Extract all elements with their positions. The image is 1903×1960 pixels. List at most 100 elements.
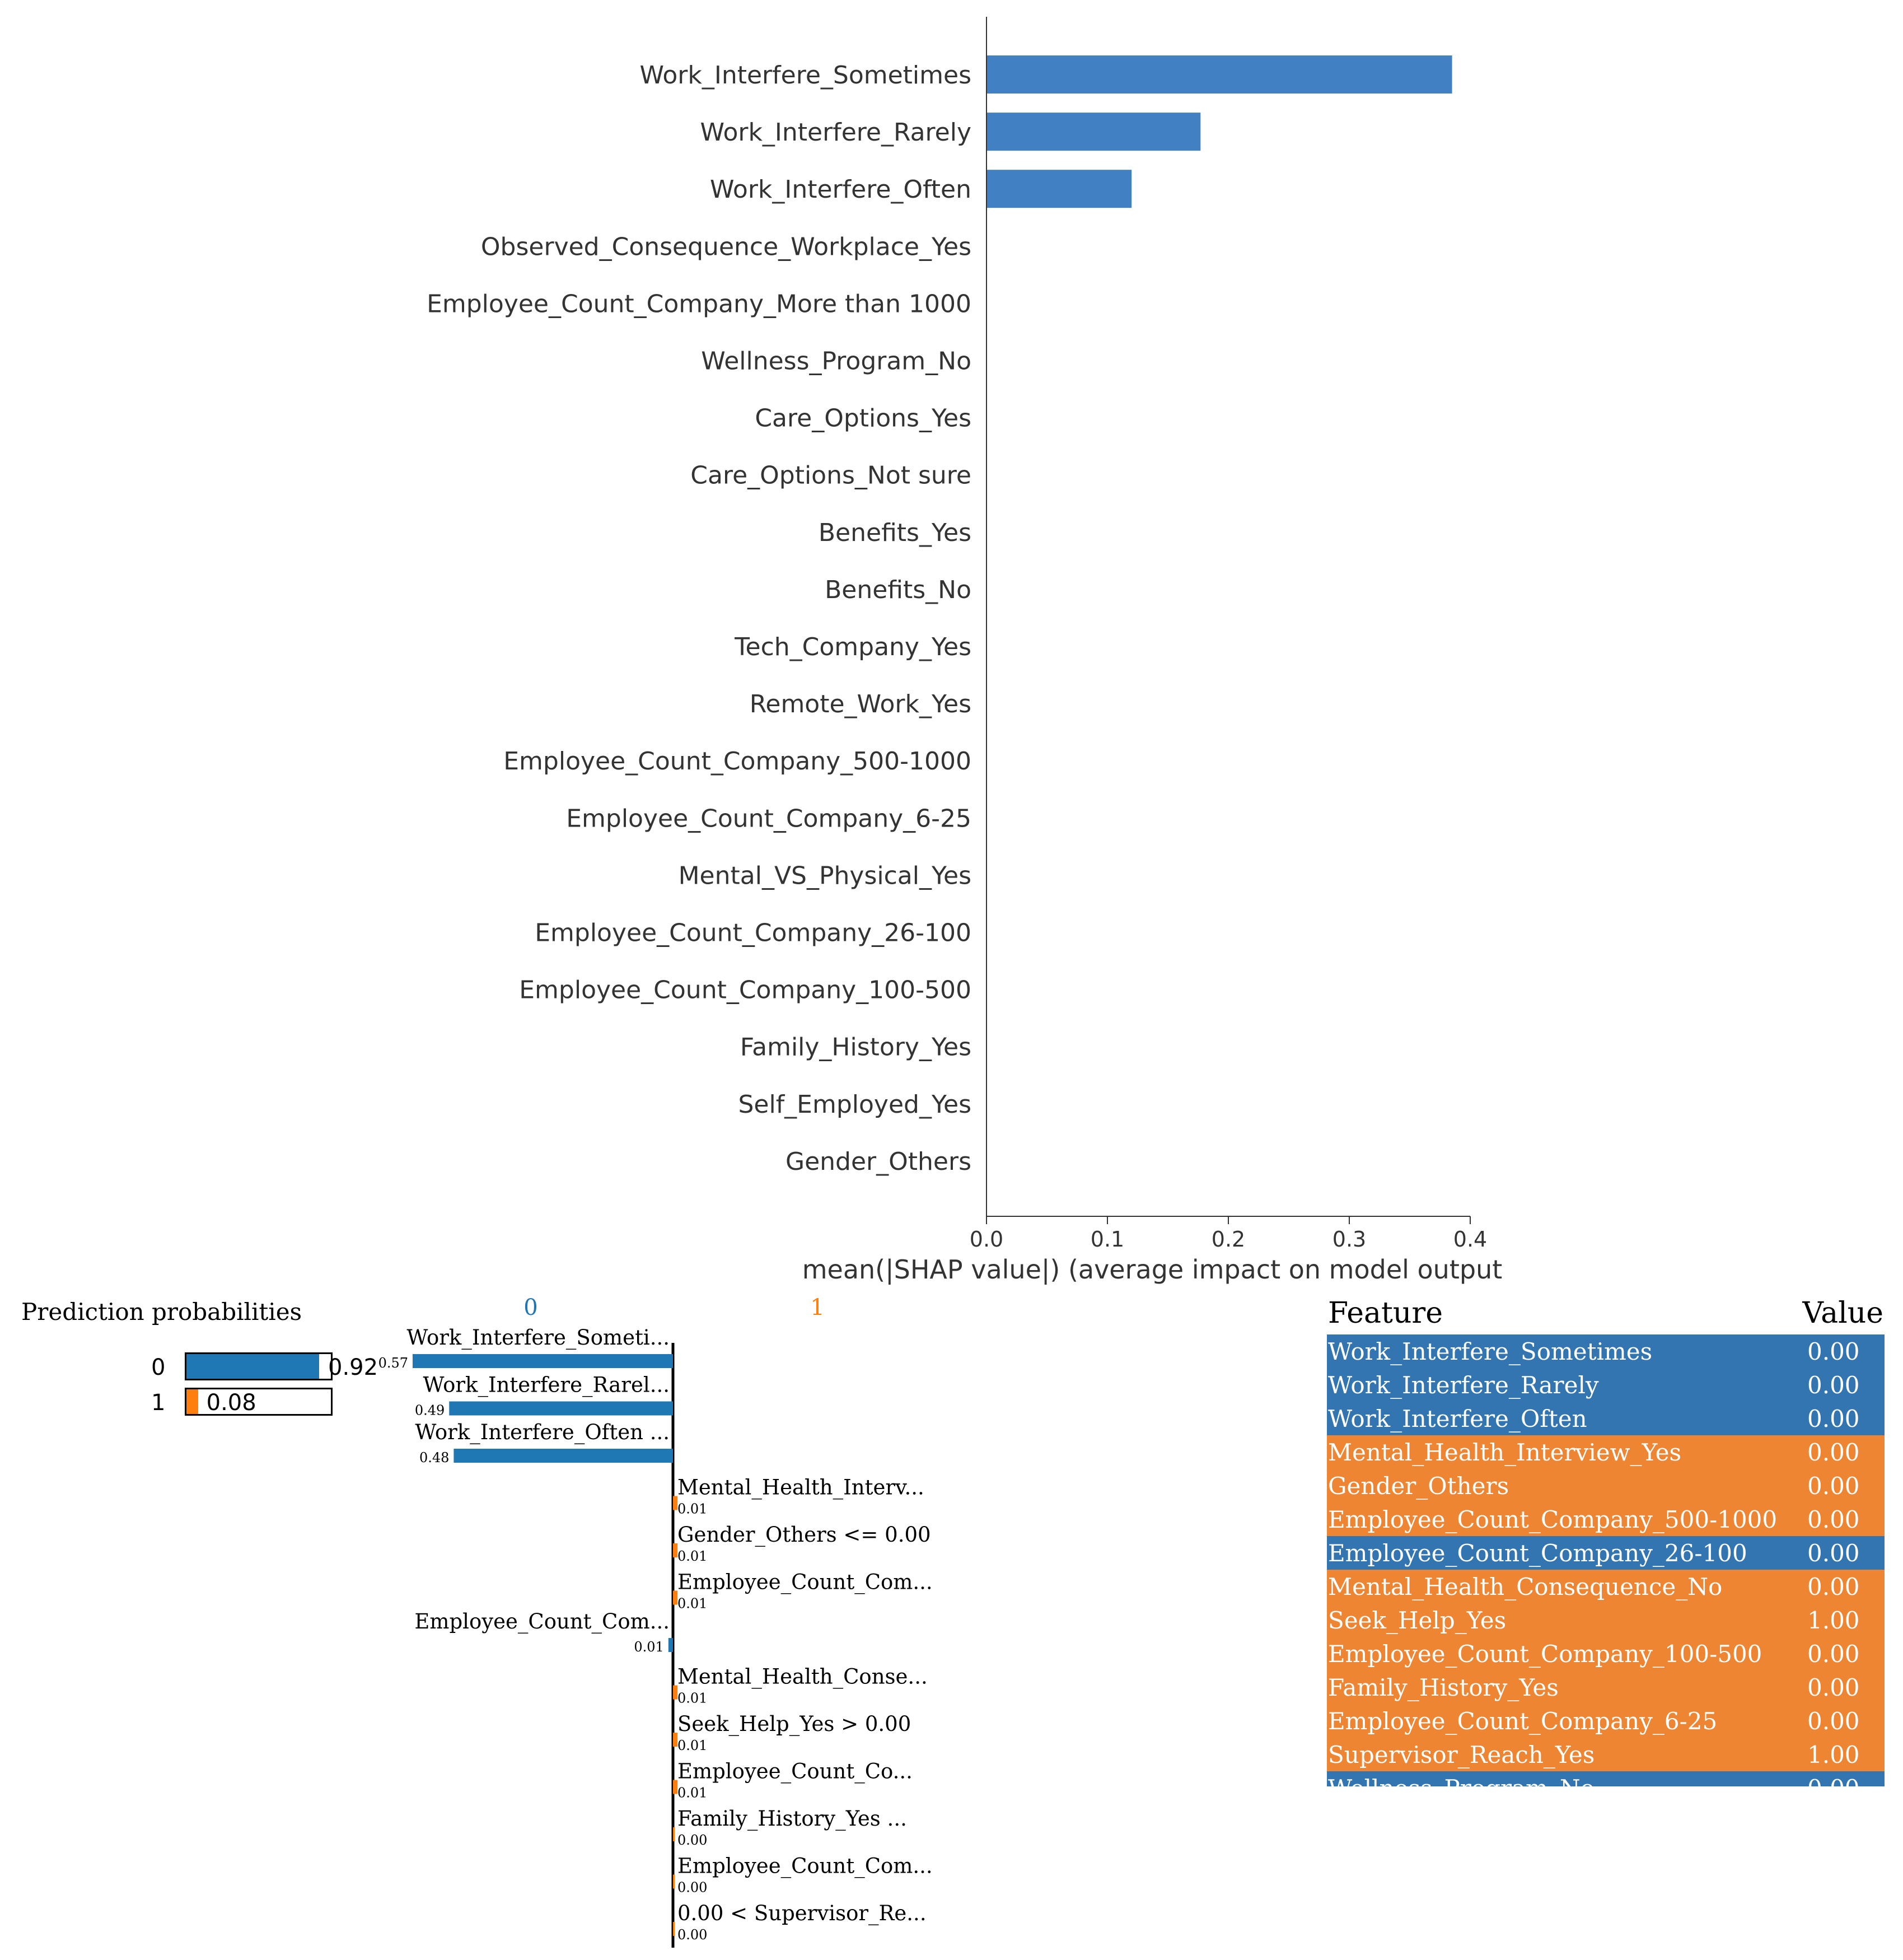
y-tick-label: Remote_Work_Yes [750,690,971,718]
lime-bar [673,1733,678,1747]
table-row: Work_Interfere_Often 0.00 [1327,1402,1885,1435]
y-tick-label: Care_Options_Yes [755,404,971,433]
x-axis-title: mean(|SHAP value|) (average impact on mo… [802,1254,1503,1285]
feature-cell: Employee_Count_Company_6-25 [1328,1707,1718,1735]
y-tick-label: Work_Interfere_Rarely [700,118,971,147]
probability-bar-frame [185,1352,333,1380]
probability-bar [186,1354,320,1379]
table-header: Feature Value [1327,1296,1885,1334]
y-tick-label: Employee_Count_Company_100-500 [519,976,971,1005]
probability-row: 0 0.92 [151,1352,386,1383]
lime-feature-label: Employee_Count_Co... [677,1760,913,1784]
lime-bar [673,1780,678,1794]
table-row: Gender_Others 0.00 [1327,1469,1885,1502]
class-0-header: 0 [523,1295,537,1320]
lime-feature-label: Gender_Others <= 0.00 [677,1523,931,1547]
value-column-header: Value [1802,1296,1883,1330]
table-row: Employee_Count_Company_6-25 0.00 [1327,1704,1885,1738]
y-tick-label: Work_Interfere_Often [710,175,971,204]
probability-bar-frame [185,1388,333,1416]
y-tick-label: Mental_VS_Physical_Yes [679,861,971,890]
lime-feature-label: Seek_Help_Yes > 0.00 [677,1712,911,1737]
y-tick-label: Benefits_Yes [819,519,971,547]
feature-cell: Work_Interfere_Often [1328,1405,1587,1432]
lime-weight-label: 0.01 [677,1596,707,1612]
feature-value-table: Feature Value Work_Interfere_Sometimes 0.… [1327,1296,1885,1786]
bar [986,55,1452,94]
x-tick-label: 0.3 [1332,1227,1366,1252]
lime-weight-label: 0.01 [677,1548,707,1564]
value-cell: 0.00 [1807,1573,1860,1600]
x-tick-label: 0.1 [1091,1227,1124,1252]
feature-column-header: Feature [1328,1296,1443,1330]
lime-weight-label: 0.01 [677,1738,707,1753]
value-cell: 0.00 [1807,1640,1860,1668]
x-tick-label: 0.4 [1453,1227,1487,1252]
lime-feature-label: Employee_Count_Com... [677,1570,933,1595]
y-tick-label: Employee_Count_Company_6-25 [566,804,971,833]
lime-weight-label: 0.01 [677,1785,707,1801]
lime-bar [673,1922,675,1936]
feature-cell: Mental_Health_Interview_Yes [1328,1439,1682,1466]
lime-feature-label: Mental_Health_Interv... [677,1476,924,1500]
table-row: Employee_Count_Company_100-500 0.00 [1327,1637,1885,1670]
lime-weight-label: 0.49 [415,1403,445,1418]
value-cell: 1.00 [1807,1607,1860,1634]
y-tick-label: Employee_Count_Company_More than 1000 [427,290,971,318]
lime-feature-label: Mental_Health_Conse... [677,1665,928,1690]
lime-bar [449,1401,673,1416]
feature-cell: Employee_Count_Company_26-100 [1328,1539,1747,1567]
x-tick-label: 0.0 [970,1227,1003,1252]
lime-feature-label: Family_History_Yes ... [677,1807,907,1831]
feature-cell: Seek_Help_Yes [1328,1607,1507,1634]
y-tick-label: Tech_Company_Yes [734,633,971,661]
y-tick-label: Family_History_Yes [740,1033,971,1062]
x-tick-label: 0.2 [1212,1227,1245,1252]
value-cell: 0.00 [1807,1405,1860,1432]
value-cell: 0.00 [1807,1674,1860,1701]
class-label: 0 [151,1355,166,1380]
y-tick-label: Benefits_No [825,576,971,604]
table-row: Family_History_Yes 0.00 [1327,1670,1885,1704]
table-body: Work_Interfere_Sometimes 0.00 Work_Interfe… [1327,1334,1885,1786]
feature-cell: Employee_Count_Company_100-500 [1328,1640,1762,1668]
feature-cell: Work_Interfere_Rarely [1328,1371,1599,1399]
lime-bar [668,1638,673,1652]
table-row: Mental_Health_Consequence_No 0.00 [1327,1570,1885,1603]
lime-feature-label: Employee_Count_Com... [677,1854,933,1879]
shap-importance-chart: Work_Interfere_Sometimes Work_Interfere_R… [427,17,1503,1285]
lime-feature-label: 0.00 < Supervisor_Re... [677,1901,927,1926]
lime-feature-label: Employee_Count_Com... [414,1609,670,1634]
bar [986,113,1201,151]
lime-bar [673,1685,678,1700]
y-tick-label: Self_Employed_Yes [738,1090,971,1119]
value-cell: 0.00 [1807,1439,1860,1466]
feature-cell: Supervisor_Reach_Yes [1328,1741,1595,1768]
lime-feature-label: Work_Interfere_Someti... [406,1326,670,1350]
value-cell: 0.00 [1807,1338,1860,1365]
lime-bar [673,1590,678,1605]
feature-cell: Gender_Others [1328,1472,1509,1500]
table-row: Work_Interfere_Rarely 0.00 [1327,1368,1885,1402]
lime-weight-label: 0.01 [634,1639,663,1655]
y-tick-label: Wellness_Program_No [701,347,971,376]
value-cell: 0.00 [1807,1506,1860,1533]
value-cell: 0.00 [1807,1539,1860,1567]
lime-feature-label: Work_Interfere_Often ... [415,1420,670,1445]
lime-feature-label: Work_Interfere_Rarel... [423,1373,670,1398]
y-tick-label: Work_Interfere_Sometimes [639,61,971,90]
class-label: 1 [151,1390,166,1416]
value-cell: 0.00 [1807,1371,1860,1399]
probability-bar [186,1389,198,1414]
value-cell: 0.00 [1807,1775,1860,1786]
probability-row: 1 0.08 [151,1388,386,1418]
feature-cell: Employee_Count_Company_500-1000 [1328,1506,1778,1533]
value-cell: 0.00 [1807,1707,1860,1735]
y-tick-label: Gender_Others [785,1147,971,1176]
feature-cell: Mental_Health_Consequence_No [1328,1573,1723,1600]
lime-bar [673,1827,675,1841]
feature-cell: Family_History_Yes [1328,1674,1559,1701]
lime-bar [673,1874,675,1889]
table-row: Mental_Health_Interview_Yes 0.00 [1327,1435,1885,1469]
feature-cell: Work_Interfere_Sometimes [1328,1338,1653,1365]
